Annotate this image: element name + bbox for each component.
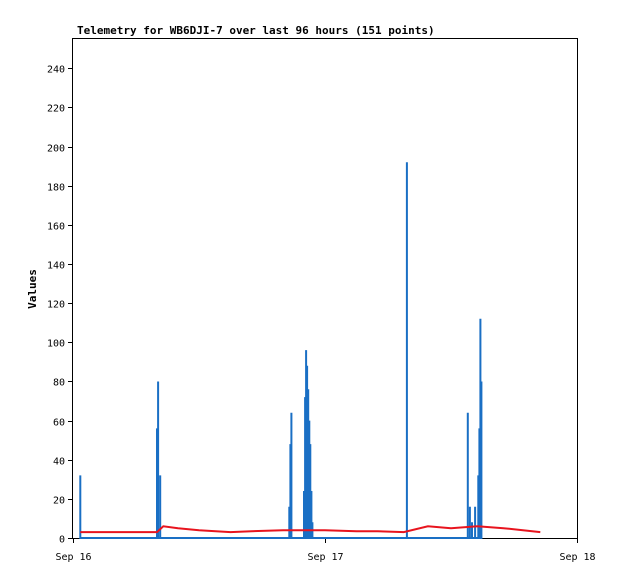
series-line-2 [80,525,541,534]
y-axis: 0 20 40 60 80 100 120 140 160 180 200 220 240 [47,65,73,546]
x-tick-label: Sep 17 [307,552,343,563]
x-tick-label: Sep 18 [559,552,595,563]
y-tick-label: 80 [53,378,65,389]
chart-title: Telemetry for WB6DJI-7 over last 96 hour… [77,24,435,37]
y-tick-label: 200 [47,144,65,155]
y-tick-label: 140 [47,261,65,272]
y-tick-label: 180 [47,183,65,194]
y-axis-label: Values [26,269,39,309]
y-tick-label: 0 [59,535,65,546]
y-tick-label: 40 [53,457,65,468]
y-tick-label: 160 [47,222,65,233]
y-tick-label: 60 [53,418,65,429]
y-tick-label: 120 [47,300,65,311]
y-tick-label: 240 [47,65,65,76]
series-layer [79,162,541,539]
plot-area [72,38,578,539]
series-line-1 [79,162,483,539]
y-tick-label: 220 [47,104,65,115]
y-tick-label: 100 [47,339,65,350]
x-axis: Sep 16 Sep 17 Sep 18 [55,538,596,563]
y-tick-label: 20 [53,496,65,507]
x-tick-label: Sep 16 [55,552,91,563]
